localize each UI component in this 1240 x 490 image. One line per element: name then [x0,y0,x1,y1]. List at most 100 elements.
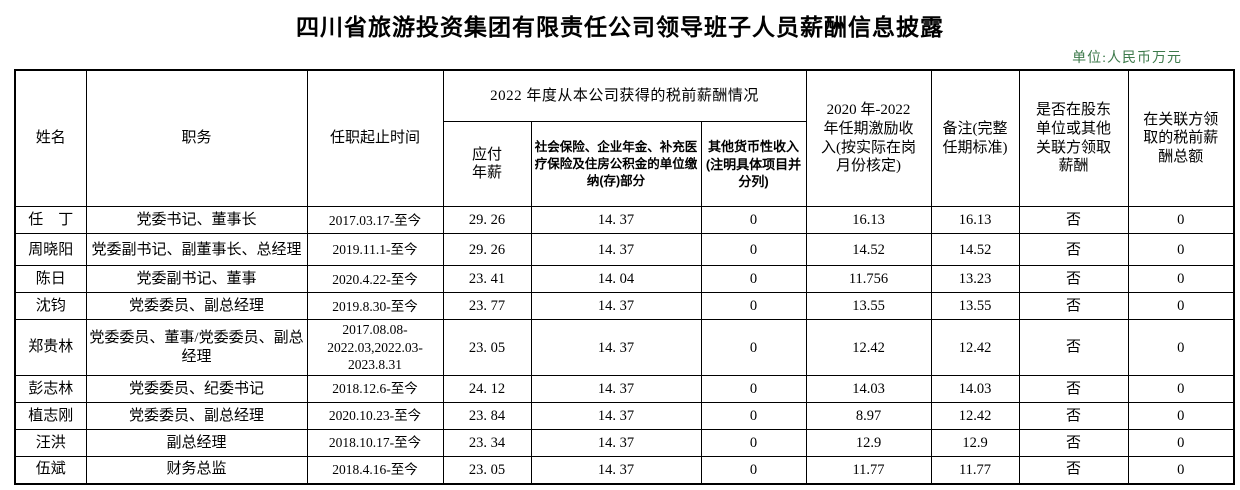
cell-insurance-contribution: 14. 37 [530,375,702,404]
col-header-insurance-contribution: 社会保险、企业年金、补充医疗保险及住房公积金的单位缴纳(存)部分 [530,121,702,208]
cell-position: 党委委员、纪委书记 [85,375,308,404]
cell-incentive-income: 12.9 [805,429,932,458]
cell-related-party-amount: 0 [1127,375,1235,404]
table-header: 姓名 职务 任职起止时间 2022 年度从本公司获得的税前薪酬情况 2020 年… [14,69,1235,208]
cell-position: 党委委员、副总经理 [85,402,308,431]
cell-related-party-pay: 否 [1018,456,1129,485]
cell-related-party-pay: 否 [1018,206,1129,235]
cell-remark: 12.42 [930,319,1020,377]
cell-remark: 11.77 [930,456,1020,485]
remark-header-text: 备注(完整任期标准) [942,120,1008,156]
cell-other-income: 0 [700,429,807,458]
cell-insurance-contribution: 14. 37 [530,402,702,431]
cell-remark: 13.55 [930,292,1020,321]
table-row: 陈日 党委副书记、董事 2020.4.22-至今 23. 41 14. 04 0… [14,265,1235,294]
cell-term: 2017.03.17-至今 [306,206,444,235]
cell-incentive-income: 16.13 [805,206,932,235]
table-body: 任 丁 党委书记、董事长 2017.03.17-至今 29. 26 14. 37… [14,206,1235,485]
cell-related-party-amount: 0 [1127,233,1235,267]
cell-related-party-amount: 0 [1127,429,1235,458]
cell-related-party-amount: 0 [1127,402,1235,431]
cell-term: 2018.10.17-至今 [306,429,444,458]
col-header-term: 任职起止时间 [306,69,444,208]
table-row: 郑贵林 党委委员、董事/党委委员、副总经理 2017.08.08-2022.03… [14,319,1235,377]
table-row: 沈钧 党委委员、副总经理 2019.8.30-至今 23. 77 14. 37 … [14,292,1235,321]
col-header-incentive-income: 2020 年-2022 年任期激励收入(按实际在岗月份核定) [805,69,932,208]
cell-name: 任 丁 [14,206,87,235]
cell-related-party-amount: 0 [1127,319,1235,377]
cell-payable-salary: 23. 34 [442,429,532,458]
col-header-salary-2022-group: 2022 年度从本公司获得的税前薪酬情况 [442,69,807,123]
table-row: 植志刚 党委委员、副总经理 2020.10.23-至今 23. 84 14. 3… [14,402,1235,431]
cell-insurance-contribution: 14. 37 [530,319,702,377]
cell-payable-salary: 23. 77 [442,292,532,321]
unit-note: 单位:人民币万元 [1072,50,1182,66]
cell-related-party-amount: 0 [1127,265,1235,294]
col-header-related-party-amount: 在关联方领取的税前薪酬总额 [1127,69,1235,208]
cell-insurance-contribution: 14. 37 [530,292,702,321]
cell-related-party-pay: 否 [1018,265,1129,294]
cell-remark: 16.13 [930,206,1020,235]
cell-position: 党委副书记、董事 [85,265,308,294]
cell-term: 2020.4.22-至今 [306,265,444,294]
cell-incentive-income: 11.77 [805,456,932,485]
cell-position: 党委副书记、副董事长、总经理 [85,233,308,267]
cell-other-income: 0 [700,402,807,431]
cell-term: 2017.08.08-2022.03,2022.03-2023.8.31 [306,319,444,377]
cell-related-party-pay: 否 [1018,402,1129,431]
page-title: 四川省旅游投资集团有限责任公司领导班子人员薪酬信息披露 [296,15,944,40]
cell-related-party-amount: 0 [1127,206,1235,235]
cell-related-party-amount: 0 [1127,456,1235,485]
col-header-remark: 备注(完整任期标准) [930,69,1020,208]
cell-insurance-contribution: 14. 37 [530,233,702,267]
cell-remark: 14.03 [930,375,1020,404]
cell-term: 2019.11.1-至今 [306,233,444,267]
cell-remark: 13.23 [930,265,1020,294]
cell-incentive-income: 8.97 [805,402,932,431]
cell-term: 2019.8.30-至今 [306,292,444,321]
table-row: 汪洪 副总经理 2018.10.17-至今 23. 34 14. 37 0 12… [14,429,1235,458]
cell-term: 2018.4.16-至今 [306,456,444,485]
cell-position: 党委委员、副总经理 [85,292,308,321]
col-header-other-income: 其他货币性收入(注明具体项目并分列) [700,121,807,208]
cell-payable-salary: 23. 05 [442,456,532,485]
table-row: 彭志林 党委委员、纪委书记 2018.12.6-至今 24. 12 14. 37… [14,375,1235,404]
cell-other-income: 0 [700,375,807,404]
cell-related-party-pay: 否 [1018,429,1129,458]
header-row-main: 姓名 职务 任职起止时间 2022 年度从本公司获得的税前薪酬情况 2020 年… [14,69,1235,208]
cell-payable-salary: 23. 84 [442,402,532,431]
cell-name: 植志刚 [14,402,87,431]
cell-incentive-income: 12.42 [805,319,932,377]
cell-incentive-income: 11.756 [805,265,932,294]
col-header-position: 职务 [85,69,308,208]
cell-payable-salary: 23. 41 [442,265,532,294]
col-header-payable-salary: 应付年薪 [442,121,532,208]
cell-other-income: 0 [700,456,807,485]
cell-term: 2018.12.6-至今 [306,375,444,404]
cell-related-party-pay: 否 [1018,292,1129,321]
cell-insurance-contribution: 14. 04 [530,265,702,294]
related-party-amount-header-text: 在关联方领取的税前薪酬总额 [1143,111,1219,166]
cell-incentive-income: 13.55 [805,292,932,321]
cell-payable-salary: 24. 12 [442,375,532,404]
cell-remark: 12.9 [930,429,1020,458]
cell-other-income: 0 [700,233,807,267]
cell-name: 周晓阳 [14,233,87,267]
cell-position: 党委书记、董事长 [85,206,308,235]
cell-incentive-income: 14.03 [805,375,932,404]
cell-other-income: 0 [700,265,807,294]
related-party-pay-header-text: 是否在股东单位或其他关联方领取薪酬 [1036,102,1112,175]
cell-name: 沈钧 [14,292,87,321]
salary-disclosure-table: 姓名 职务 任职起止时间 2022 年度从本公司获得的税前薪酬情况 2020 年… [14,68,1236,485]
cell-name: 彭志林 [14,375,87,404]
cell-position: 财务总监 [85,456,308,485]
cell-remark: 12.42 [930,402,1020,431]
cell-related-party-amount: 0 [1127,292,1235,321]
cell-other-income: 0 [700,206,807,235]
table-row: 周晓阳 党委副书记、副董事长、总经理 2019.11.1-至今 29. 26 1… [14,233,1235,267]
payable-salary-header-text: 应付年薪 [471,146,502,182]
table-row: 伍斌 财务总监 2018.4.16-至今 23. 05 14. 37 0 11.… [14,456,1235,485]
cell-position: 党委委员、董事/党委委员、副总经理 [85,319,308,377]
header-row-sub: 应付年薪 社会保险、企业年金、补充医疗保险及住房公积金的单位缴纳(存)部分 其他… [15,121,1234,208]
